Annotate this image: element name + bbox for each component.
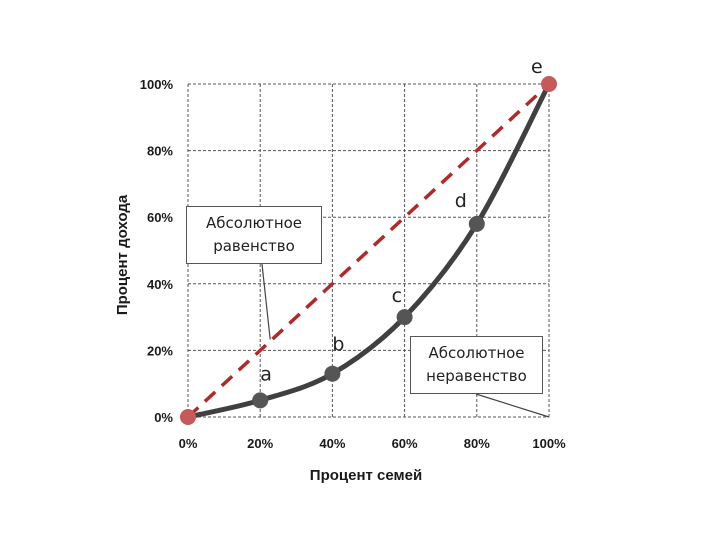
curve-point	[468, 215, 485, 232]
tick-labels: 0% 20% 40% 60% 80% 100% 0% 20% 40% 60% 80% 100%	[140, 77, 566, 451]
point-labels: a b c d e	[260, 56, 543, 385]
point-label-a: a	[260, 363, 272, 385]
point-label-d: d	[455, 190, 467, 212]
callout-inequality-leader	[475, 393, 550, 418]
callout-equality-line2: равенство	[213, 237, 295, 255]
y-tick-label: 60%	[147, 210, 173, 225]
y-tick-label: 80%	[147, 144, 173, 159]
y-tick-label: 0%	[154, 410, 173, 425]
x-tick-label: 0%	[179, 436, 198, 451]
callout-equality: Абсолютное равенство	[186, 206, 322, 264]
callout-equality-line1: Абсолютное	[205, 214, 303, 232]
callout-inequality: Абсолютное неравенство	[410, 336, 543, 394]
curve-point	[252, 392, 269, 409]
y-tick-label: 40%	[147, 277, 173, 292]
y-tick-label: 20%	[147, 343, 173, 358]
y-axis-title: Процент дохода	[114, 194, 131, 315]
callout-inequality-line1: Абсолютное	[428, 344, 525, 362]
x-axis-title: Процент семей	[310, 467, 422, 484]
x-tick-label: 40%	[319, 436, 345, 451]
callout-leaders	[261, 263, 550, 418]
endpoint-marker	[541, 76, 557, 92]
callout-equality-leader	[261, 263, 271, 340]
point-label-e: e	[531, 56, 543, 78]
point-label-b: b	[332, 334, 344, 356]
x-tick-label: 100%	[532, 436, 566, 451]
x-tick-label: 20%	[247, 436, 273, 451]
endpoint-marker	[180, 409, 196, 425]
curve-point	[324, 365, 341, 382]
point-label-c: c	[392, 285, 402, 307]
x-tick-label: 60%	[392, 436, 418, 451]
curve-point	[396, 309, 413, 326]
y-tick-label: 100%	[140, 77, 174, 92]
x-tick-label: 80%	[464, 436, 490, 451]
equality-line	[186, 82, 551, 419]
points-layer	[180, 76, 557, 425]
grid	[187, 83, 550, 418]
callout-inequality-line2: неравенство	[426, 367, 527, 385]
